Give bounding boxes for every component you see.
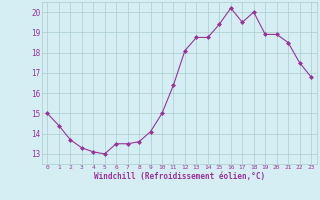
- X-axis label: Windchill (Refroidissement éolien,°C): Windchill (Refroidissement éolien,°C): [94, 172, 265, 181]
